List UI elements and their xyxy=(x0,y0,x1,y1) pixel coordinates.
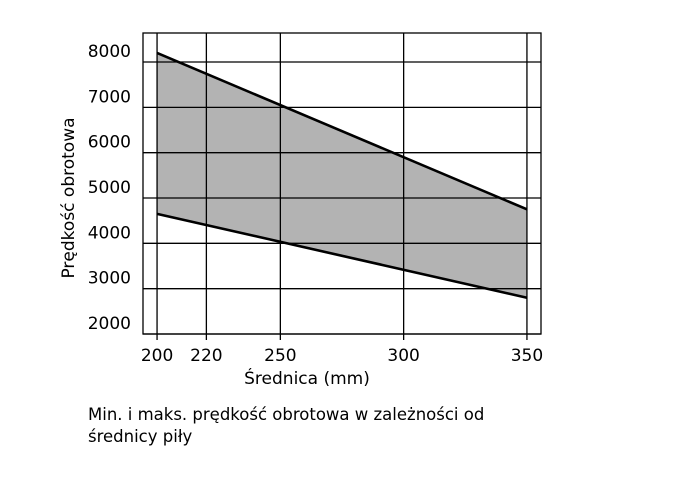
caption: Min. i maks. prędkość obrotowa w zależno… xyxy=(88,405,485,446)
y-tick-label: 4000 xyxy=(88,223,131,243)
x-tick-label: 350 xyxy=(511,346,543,366)
x-tick-label: 250 xyxy=(264,346,296,366)
y-tick-label: 6000 xyxy=(88,133,131,153)
x-tick-label: 220 xyxy=(190,346,222,366)
y-tick-label: 2000 xyxy=(88,314,131,334)
y-tick-label: 3000 xyxy=(88,269,131,289)
y-tick-label: 7000 xyxy=(88,87,131,107)
min-line xyxy=(156,212,528,300)
x-tick-label: 200 xyxy=(141,346,173,366)
y-tick-label: 8000 xyxy=(88,42,131,62)
x-tick-label: 300 xyxy=(387,346,419,366)
y-axis-label: Prędkość obrotowa xyxy=(59,117,79,278)
range-area xyxy=(157,52,527,298)
x-axis-label: Średnica (mm) xyxy=(244,367,370,389)
y-tick-label: 5000 xyxy=(88,178,131,198)
max-line xyxy=(156,51,528,211)
plot-frame xyxy=(142,32,542,335)
